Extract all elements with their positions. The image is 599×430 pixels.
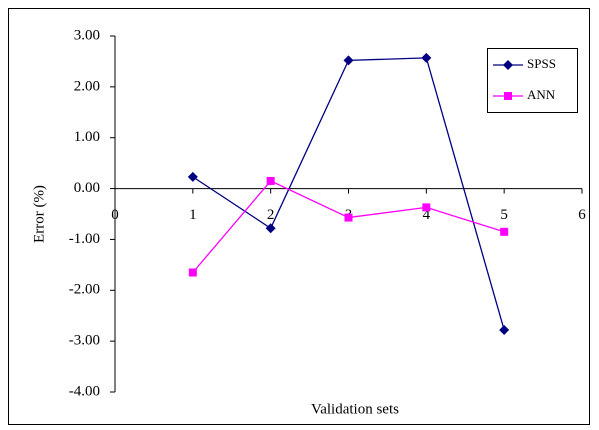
y-tick-label: 1.00 xyxy=(74,129,100,145)
marker xyxy=(499,324,510,335)
marker xyxy=(187,171,198,182)
marker xyxy=(422,203,431,212)
x-tick-label: 0 xyxy=(111,207,119,223)
legend-marker xyxy=(503,60,513,70)
x-tick-label: 4 xyxy=(423,207,431,223)
y-tick-label: 2.00 xyxy=(74,78,100,94)
legend-marker xyxy=(504,92,512,100)
marker xyxy=(266,176,275,185)
legend-label: SPSS xyxy=(527,56,556,71)
y-tick-label: -2.00 xyxy=(69,282,100,298)
y-tick-label: 0.00 xyxy=(74,180,100,196)
x-tick-label: 5 xyxy=(500,207,508,223)
marker xyxy=(500,227,509,236)
x-axis-label: Validation sets xyxy=(311,401,399,417)
marker xyxy=(265,223,276,234)
marker xyxy=(343,55,354,66)
marker xyxy=(421,52,432,63)
marker xyxy=(344,213,353,222)
legend-box xyxy=(487,48,578,113)
y-tick-label: -4.00 xyxy=(69,383,100,399)
x-tick-label: 6 xyxy=(578,207,586,223)
legend-label: ANN xyxy=(527,87,556,102)
y-tick-label: 3.00 xyxy=(74,27,100,43)
marker xyxy=(188,268,197,277)
x-tick-label: 1 xyxy=(189,207,197,223)
y-axis-label: Error (%) xyxy=(31,185,47,243)
y-tick-label: -3.00 xyxy=(69,333,100,349)
x-tick-label: 2 xyxy=(267,207,275,223)
y-tick-label: -1.00 xyxy=(69,231,100,247)
